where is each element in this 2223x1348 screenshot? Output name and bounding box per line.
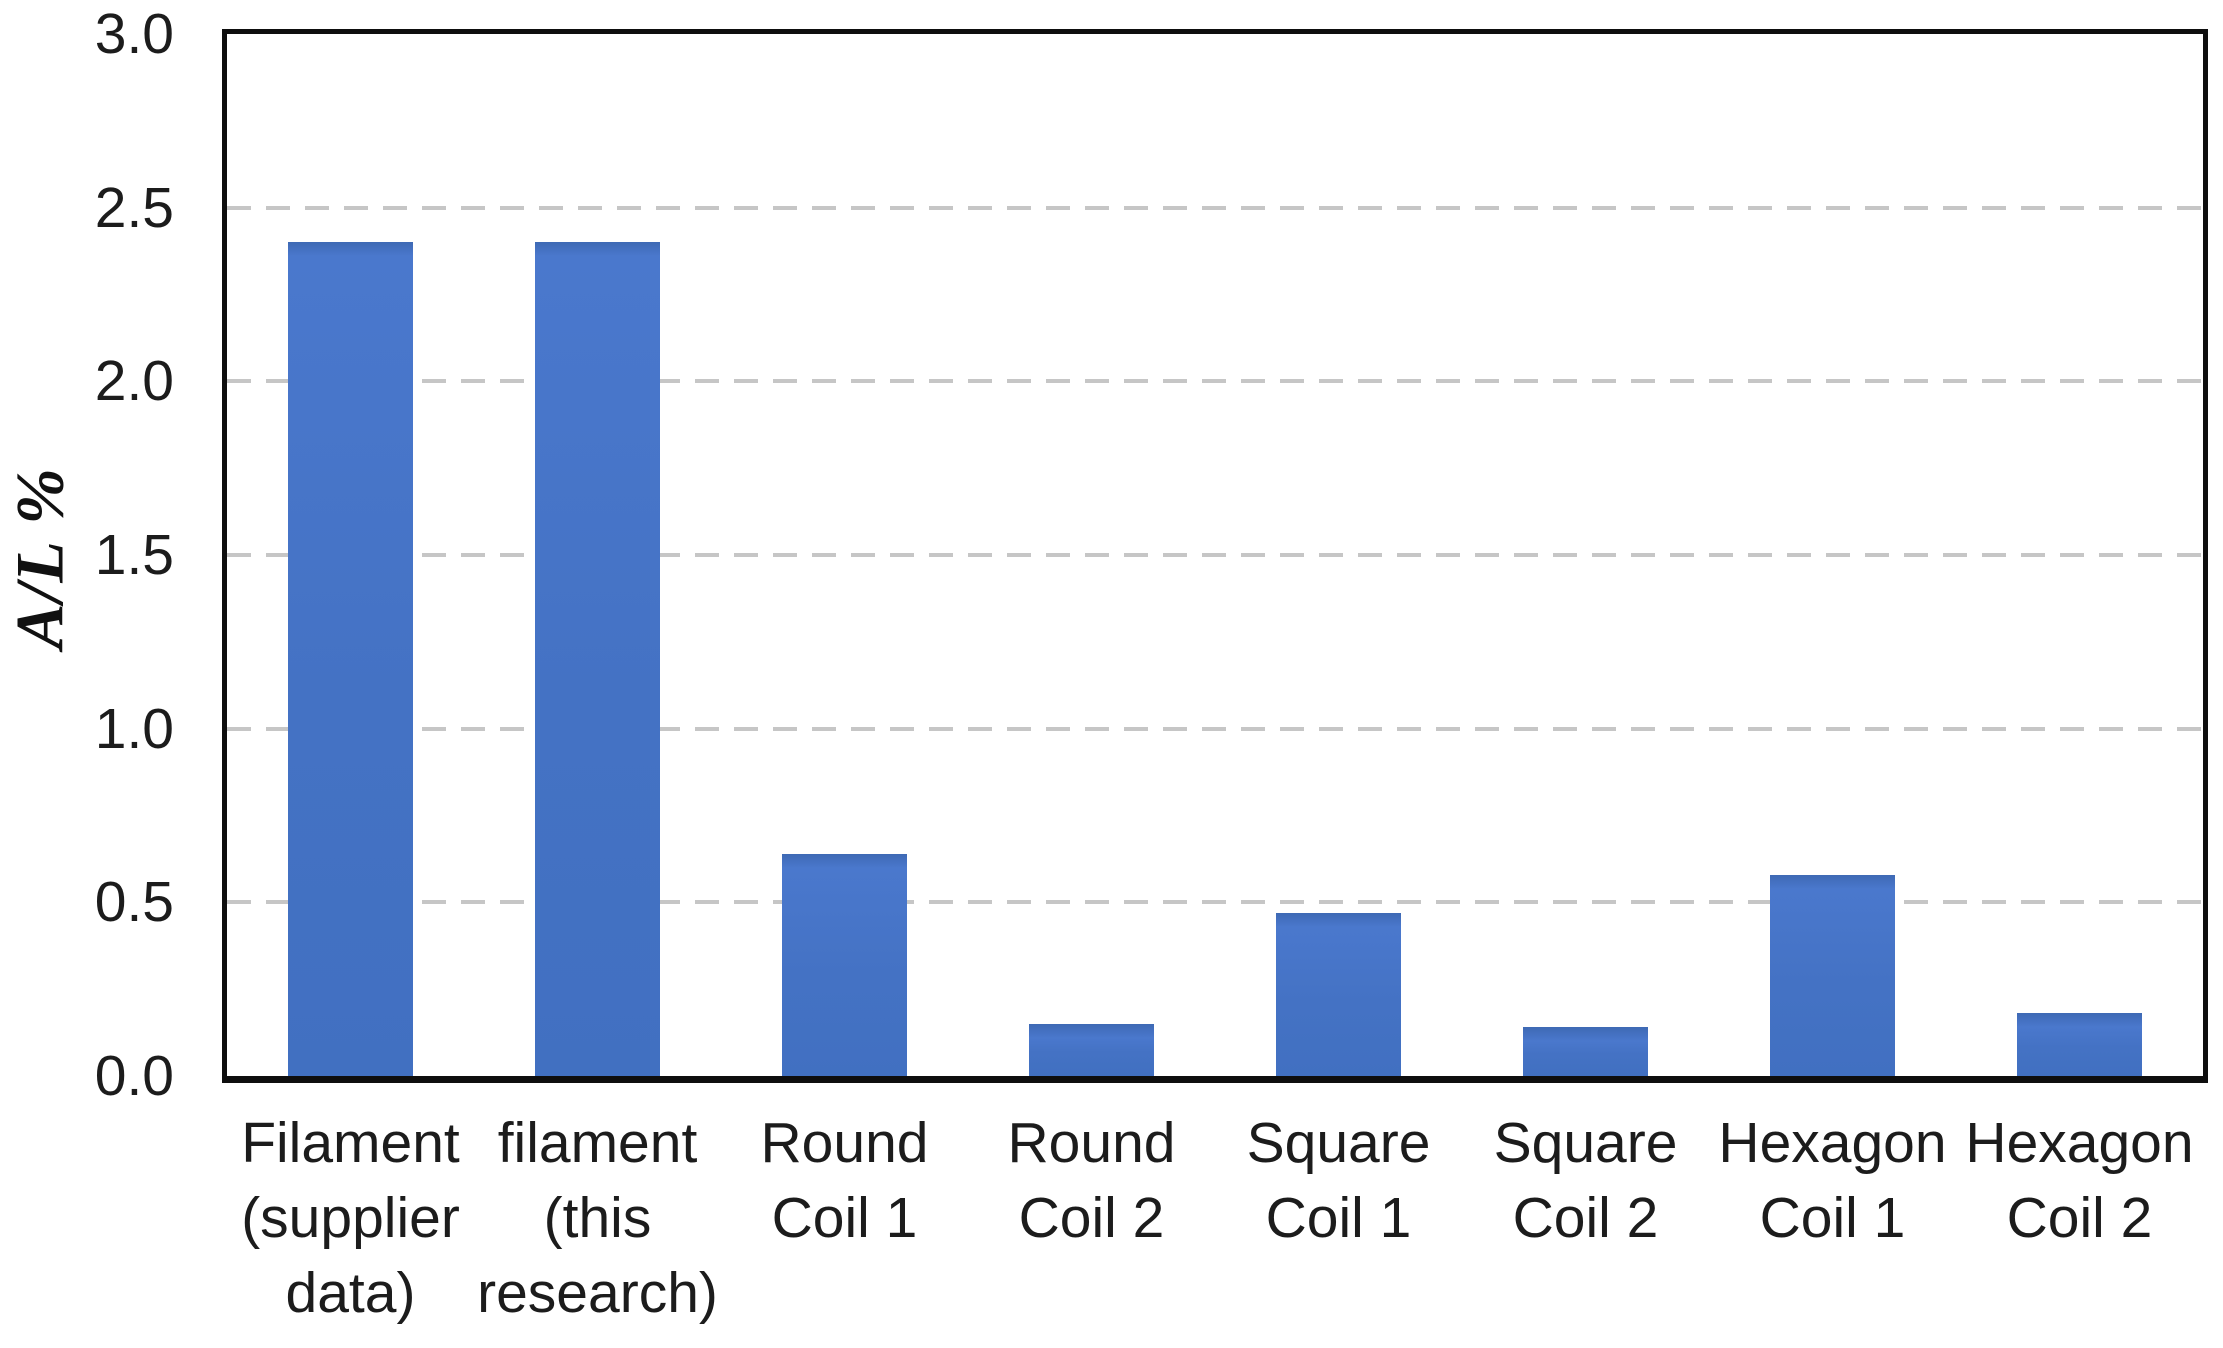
bar-slot-filament-supplier-data — [227, 34, 474, 1076]
x-category-labels: Filament (supplier data) filament (this r… — [227, 1106, 2203, 1331]
y-tick-label-2.0: 2.0 — [94, 349, 174, 414]
x-category-label-filament-supplier-data: Filament (supplier data) — [241, 1111, 460, 1325]
bar-filament-supplier-data — [288, 242, 413, 1076]
bar-filament-this-research — [535, 242, 660, 1076]
gridline-0.5 — [227, 900, 2203, 905]
gridline-2 — [227, 379, 2203, 384]
x-category-label-square-coil-2: Square Coil 2 — [1493, 1111, 1678, 1250]
x-category-label-filament-this-research: filament (this research) — [477, 1111, 718, 1325]
bar-round-coil-2 — [1029, 1023, 1154, 1076]
y-tick-label-2.5: 2.5 — [94, 175, 174, 240]
y-tick-label-0.0: 0.0 — [94, 1044, 174, 1108]
bar-round-coil-1 — [782, 853, 907, 1076]
bar-slot-square-coil-2 — [1462, 34, 1709, 1076]
bar-slot-square-coil-1 — [1215, 34, 1462, 1076]
x-category-label-hexagon-coil-1: Hexagon Coil 1 — [1718, 1111, 1947, 1250]
bar-slot-hexagon-coil-2 — [1956, 34, 2203, 1076]
bar-hexagon-coil-1 — [1770, 874, 1895, 1076]
bar-square-coil-1 — [1276, 912, 1401, 1076]
y-tick-label-3.0: 3.0 — [94, 2, 174, 66]
bar-hexagon-coil-2 — [2017, 1013, 2142, 1076]
plot-area — [222, 29, 2208, 1083]
x-category-label-square-coil-1: Square Coil 1 — [1246, 1111, 1431, 1250]
x-category-label-round-coil-2: Round Coil 2 — [1007, 1111, 1176, 1250]
bars-row — [227, 34, 2203, 1076]
gridline-1 — [227, 726, 2203, 731]
gridline-1.5 — [227, 553, 2203, 557]
bar-slot-filament-this-research — [474, 34, 721, 1076]
y-tick-label-1.5: 1.5 — [94, 523, 174, 587]
gridline-2.5 — [227, 205, 2203, 210]
bar-slot-round-coil-1 — [721, 34, 968, 1076]
bar-square-coil-2 — [1523, 1027, 1648, 1076]
y-tick-label-1.0: 1.0 — [94, 696, 174, 761]
bar-slot-hexagon-coil-1 — [1709, 34, 1956, 1076]
x-category-label-round-coil-1: Round Coil 1 — [760, 1111, 929, 1250]
bar-slot-round-coil-2 — [968, 34, 1215, 1076]
y-tick-label-0.5: 0.5 — [94, 870, 174, 935]
x-category-label-hexagon-coil-2: Hexagon Coil 2 — [1965, 1111, 2194, 1250]
plot-inner — [227, 34, 2203, 1076]
